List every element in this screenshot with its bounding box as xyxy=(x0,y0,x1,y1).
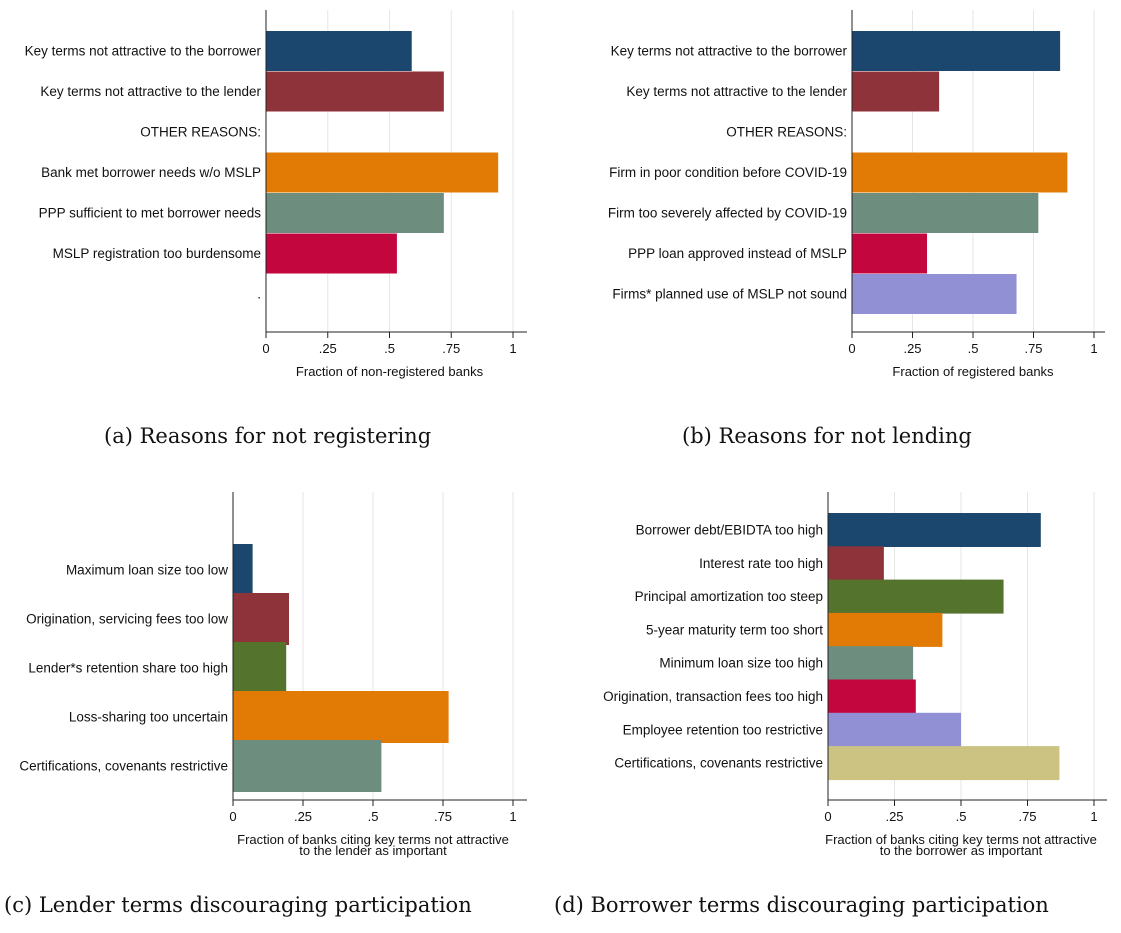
x-tick-label: 1 xyxy=(1090,341,1097,356)
chart-d-svg: Borrower debt/EBIDTA too high Interest ra… xyxy=(603,492,1107,858)
bar xyxy=(828,712,961,747)
category-label: Interest rate too high xyxy=(699,556,823,571)
bar xyxy=(233,740,382,792)
bar xyxy=(852,31,1061,71)
x-tick-label: .75 xyxy=(442,341,460,356)
category-label: PPP loan approved instead of MSLP xyxy=(628,246,847,261)
category-label: Principal amortization too steep xyxy=(635,589,823,604)
category-label: PPP sufficient to met borrower needs xyxy=(39,206,262,221)
bar xyxy=(852,233,928,274)
x-axis-title: to the lender as important xyxy=(299,843,447,858)
bar xyxy=(828,612,943,647)
chart-panel-d: Borrower debt/EBIDTA too high Interest ra… xyxy=(562,478,1121,878)
x-tick-label: 0 xyxy=(262,341,269,356)
x-tick-label: 0 xyxy=(824,809,831,824)
bar xyxy=(266,193,444,233)
category-label: MSLP registration too burdensome xyxy=(53,246,261,261)
x-axis-title: Fraction of banks citing key terms not a… xyxy=(237,832,509,847)
category-label: Borrower debt/EBIDTA too high xyxy=(636,523,823,538)
category-label: Origination, transaction fees too high xyxy=(603,689,823,704)
category-label: Maximum loan size too low xyxy=(66,563,228,578)
category-label: Minimum loan size too high xyxy=(659,656,823,671)
x-tick-label: 1 xyxy=(1090,809,1097,824)
category-label: Certifications, covenants restrictive xyxy=(614,756,823,771)
caption-d: (d) Borrower terms discouraging particip… xyxy=(554,893,1049,917)
x-tick-label: 0 xyxy=(848,341,855,356)
x-tick-label: .5 xyxy=(384,341,395,356)
bar xyxy=(828,646,914,681)
x-tick-label: 1 xyxy=(509,809,516,824)
bar xyxy=(828,746,1060,781)
bar xyxy=(852,193,1039,233)
category-label: Loss-sharing too uncertain xyxy=(69,710,228,725)
x-tick-label: .5 xyxy=(368,809,379,824)
bar xyxy=(266,233,397,274)
x-axis-title: to the borrower as important xyxy=(880,843,1043,858)
category-label: Employee retention too restrictive xyxy=(623,722,823,737)
category-label: Firms* planned use of MSLP not sound xyxy=(612,287,847,302)
x-tick-label: .25 xyxy=(903,341,921,356)
category-label: OTHER REASONS: xyxy=(140,125,261,140)
caption-b: (b) Reasons for not lending xyxy=(682,424,972,448)
x-tick-label: .5 xyxy=(956,809,967,824)
x-tick-label: .5 xyxy=(968,341,979,356)
bar xyxy=(828,679,916,714)
x-tick-label: .25 xyxy=(319,341,337,356)
bar xyxy=(828,579,1004,614)
category-label: . xyxy=(257,287,261,302)
category-label: Origination, servicing fees too low xyxy=(26,612,228,627)
chart-panel-b: Key terms not attractive to the borrower… xyxy=(562,0,1121,400)
category-label: Certifications, covenants restrictive xyxy=(19,759,228,774)
bar xyxy=(233,593,289,645)
category-label: Key terms not attractive to the borrower xyxy=(25,44,262,59)
bar xyxy=(233,544,253,596)
x-tick-label: .75 xyxy=(1018,809,1036,824)
caption-a: (a) Reasons for not registering xyxy=(104,424,432,448)
bar xyxy=(852,274,1017,314)
chart-c-svg: Maximum loan size too low Origination, se… xyxy=(19,492,527,858)
x-tick-label: 1 xyxy=(509,341,516,356)
bar xyxy=(266,152,499,193)
category-label: Key terms not attractive to the borrower xyxy=(611,44,848,59)
x-tick-label: .25 xyxy=(885,809,903,824)
category-label: OTHER REASONS: xyxy=(726,125,847,140)
caption-c: (c) Lender terms discouraging participat… xyxy=(4,893,472,917)
x-axis-title: Fraction of registered banks xyxy=(892,364,1054,379)
x-axis-title: Fraction of banks citing key terms not a… xyxy=(825,832,1097,847)
bar xyxy=(266,31,412,71)
x-axis-title: Fraction of non-registered banks xyxy=(296,364,484,379)
bar xyxy=(828,546,884,581)
x-tick-label: .75 xyxy=(1024,341,1042,356)
chart-a-svg: Key terms not attractive to the borrower… xyxy=(25,10,527,379)
category-label: Firm too severely affected by COVID-19 xyxy=(608,206,847,221)
category-label: Key terms not attractive to the lender xyxy=(40,84,261,99)
category-label: Bank met borrower needs w/o MSLP xyxy=(41,165,261,180)
bar xyxy=(852,152,1068,193)
bar xyxy=(852,71,940,112)
x-tick-label: 0 xyxy=(229,809,236,824)
chart-panel-c: Maximum loan size too low Origination, se… xyxy=(0,478,560,878)
bar xyxy=(266,71,444,112)
bar xyxy=(233,691,449,743)
category-label: Firm in poor condition before COVID-19 xyxy=(609,165,847,180)
category-label: 5-year maturity term too short xyxy=(646,622,823,637)
category-label: Key terms not attractive to the lender xyxy=(626,84,847,99)
category-label: Lender*s retention share too high xyxy=(28,661,228,676)
chart-panel-a: Key terms not attractive to the borrower… xyxy=(0,0,560,400)
x-tick-label: .75 xyxy=(434,809,452,824)
bar xyxy=(828,513,1041,547)
chart-b-svg: Key terms not attractive to the borrower… xyxy=(608,10,1105,379)
bar xyxy=(233,642,287,694)
x-tick-label: .25 xyxy=(294,809,312,824)
